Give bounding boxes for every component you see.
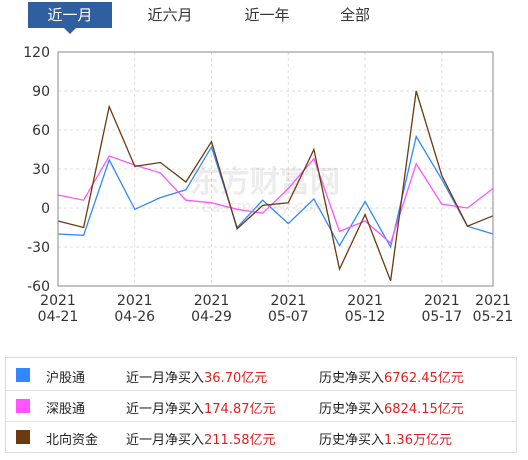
y-tick-label: 120 [23,45,50,61]
y-tick-label: -30 [27,240,50,256]
period-tabs: 近一月 近六月 近一年 全部 [0,0,528,34]
tab-1-month[interactable]: 近一月 [28,2,112,34]
legend-swatch-sh [16,368,30,382]
watermark-domain: eastmoney.com [201,197,328,216]
x-tick-date: 05-17 [421,309,462,325]
series-lines [57,90,494,282]
y-axis-ticks: 120 90 60 30 0 -30 -60 [23,45,50,295]
legend-divider [6,390,516,391]
legend-divider [6,421,516,422]
legend-row-sh: 沪股通 近一月净买入36.70亿元 历史净买入6762.45亿元 [6,360,516,390]
x-tick-date: 04-26 [114,309,155,325]
x-tick-date: 04-29 [191,309,232,325]
y-tick-label: 90 [32,84,50,100]
x-axis-ticks: 202104-21202104-26202104-29202105-072021… [38,293,514,325]
x-tick-year: 2021 [194,293,230,309]
x-tick-date: 05-12 [345,309,386,325]
x-tick-year: 2021 [424,293,460,309]
x-tick-year: 2021 [270,293,306,309]
y-tick-label: 60 [32,123,50,139]
y-tick-label: 0 [41,201,50,217]
watermark: 东方财富网 eastmoney.com [190,165,340,216]
legend-name: 沪股通 [46,371,86,386]
legend-name: 深股通 [46,402,86,417]
legend-swatch-north [16,430,30,444]
legend-row-sz: 深股通 近一月净买入174.87亿元 历史净买入6824.15亿元 [6,391,516,421]
x-tick-year: 2021 [117,293,153,309]
legend-name: 北向资金 [46,433,99,448]
tab-6-months[interactable]: 近六月 [147,6,193,24]
x-tick-year: 2021 [40,293,76,309]
x-tick-date: 05-07 [268,309,309,325]
legend-month: 近一月净买入211.58亿元 [126,433,276,448]
legend-table: 沪股通 近一月净买入36.70亿元 历史净买入6762.45亿元 深股通 近一月… [5,357,517,453]
x-tick-year: 2021 [475,293,511,309]
x-tick-date: 04-21 [38,309,79,325]
y-tick-label: 30 [32,162,50,178]
plot-border [57,51,494,287]
legend-month: 近一月净买入36.70亿元 [126,371,268,386]
x-tick-date: 05-21 [473,309,514,325]
series-line-0 [57,134,494,249]
tab-all[interactable]: 全部 [339,6,370,24]
x-tick-year: 2021 [347,293,383,309]
series-line-1 [57,155,494,245]
series-line-2 [57,90,494,282]
y-tick-label: -60 [27,279,50,295]
legend-month: 近一月净买入174.87亿元 [126,402,276,417]
net-buy-line-chart: 东方财富网 eastmoney.com 120 90 60 30 0 -30 -60 202… [23,45,514,325]
watermark-brand: 东方财富网 [190,165,340,200]
legend-history: 历史净买入1.36万亿元 [319,433,452,448]
tab-1-year[interactable]: 近一年 [244,6,290,24]
legend-swatch-sz [16,399,30,413]
legend-row-north: 北向资金 近一月净买入211.58亿元 历史净买入1.36万亿元 [6,422,516,452]
legend-history: 历史净买入6762.45亿元 [319,371,464,386]
legend-history: 历史净买入6824.15亿元 [319,402,464,417]
